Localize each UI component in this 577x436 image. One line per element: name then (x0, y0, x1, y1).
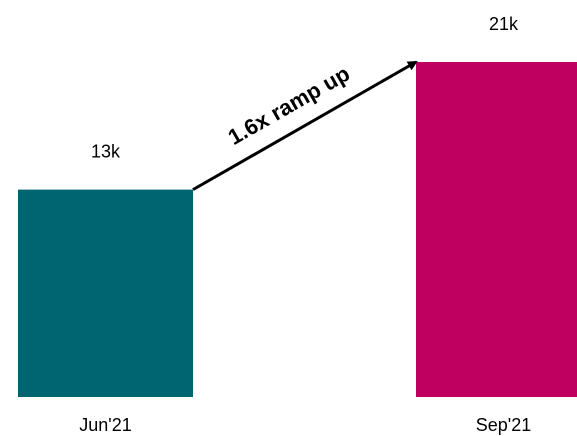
bar-1 (416, 62, 577, 397)
category-label-1: Sep'21 (476, 415, 532, 435)
value-label-1: 21k (489, 14, 519, 34)
ramp-arrow (192, 60, 418, 191)
annotation-layer: 1.6x ramp up (192, 60, 418, 191)
bar-0 (18, 189, 193, 397)
bars-layer (18, 62, 577, 397)
category-label-0: Jun'21 (79, 415, 131, 435)
value-label-0: 13k (91, 142, 121, 162)
labels-layer: 13k Jun'21 21k Sep'21 (79, 14, 531, 435)
